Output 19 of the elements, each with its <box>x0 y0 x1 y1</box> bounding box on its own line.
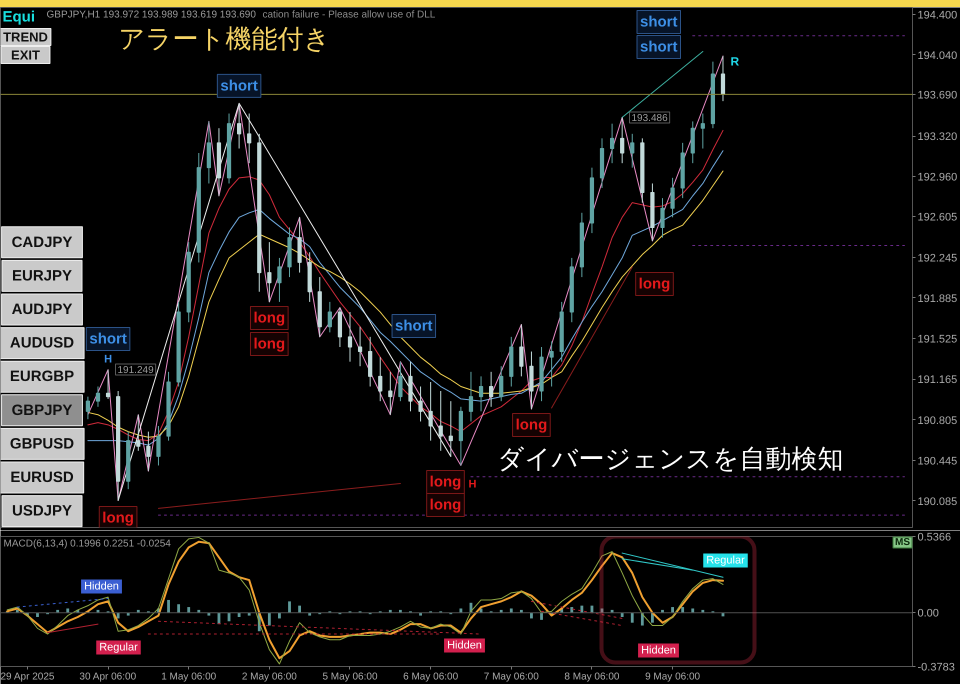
annotation: MS <box>895 537 910 548</box>
x-tick-label: 30 Apr 06:00 <box>79 672 137 682</box>
annotation: Hidden <box>641 644 676 656</box>
x-tick-label: 2 May 06:00 <box>242 672 298 682</box>
x-tick-label: 5 May 06:00 <box>322 672 378 682</box>
x-tick-label: 1 May 06:00 <box>161 672 217 682</box>
annotation: Regular <box>706 554 746 566</box>
annotation: Hidden <box>447 640 482 652</box>
x-tick-label: 9 May 06:00 <box>645 672 701 682</box>
chart-title: MACD(6,13,4) 0.1996 0.2251 -0.0254 <box>4 538 172 550</box>
x-tick-label: 8 May 06:00 <box>564 672 620 682</box>
y-tick-label: 0.00 <box>918 608 939 620</box>
y-tick-label: -0.3783 <box>918 662 955 674</box>
x-tick-label: 29 Apr 2025 <box>0 672 55 682</box>
annotation: Hidden <box>84 580 119 592</box>
x-tick-label: 6 May 06:00 <box>403 672 459 682</box>
annotation: Regular <box>99 642 138 654</box>
x-tick-label: 7 May 06:00 <box>484 672 540 682</box>
y-tick-label: 0.5366 <box>918 532 952 544</box>
